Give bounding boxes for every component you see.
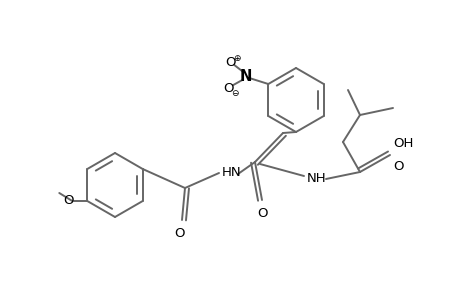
Text: O: O: [392, 160, 403, 173]
Text: O: O: [257, 207, 268, 220]
Text: O: O: [223, 82, 233, 94]
Text: O: O: [62, 194, 73, 208]
Text: HN: HN: [222, 166, 241, 178]
Text: ⊕: ⊕: [233, 53, 241, 62]
Text: OH: OH: [392, 137, 413, 150]
Text: O: O: [174, 227, 185, 240]
Text: O: O: [224, 56, 235, 68]
Text: ⊖: ⊖: [231, 88, 239, 98]
Text: NH: NH: [306, 172, 326, 184]
Text: N: N: [240, 68, 252, 83]
